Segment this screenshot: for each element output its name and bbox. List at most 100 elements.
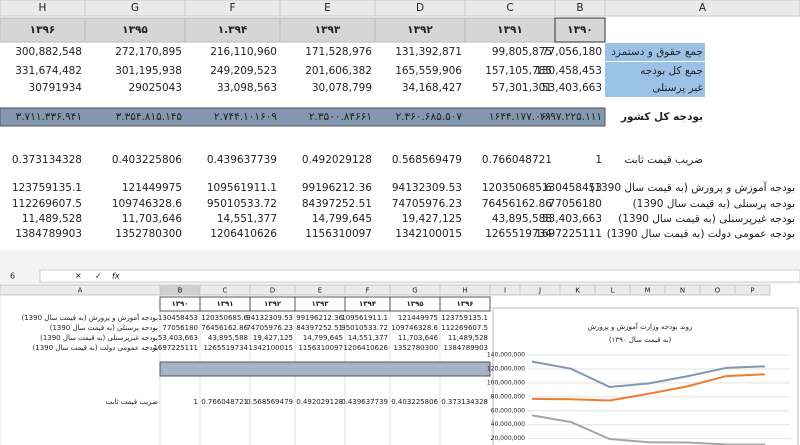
y-tick-label: 60,000,000: [491, 407, 526, 414]
cell-value: 0.568569479: [246, 398, 293, 406]
cell-value: 0.568569479: [392, 154, 462, 166]
column-letter: O: [715, 287, 721, 295]
cell-value: 95010533.72: [341, 324, 388, 332]
cell-value: 14,799,645: [303, 334, 343, 342]
cell-value: 112269607.5: [441, 324, 488, 332]
column-letter: B: [178, 287, 183, 295]
total-row-bg: [159, 361, 491, 377]
cell-value: 130458453: [542, 182, 602, 194]
cell-value: 216,110,960: [210, 46, 277, 58]
cell-value: 123759135.1: [441, 314, 488, 322]
row-label: بودجه غیرپرسنلی (به قیمت سال 1390): [40, 334, 158, 342]
column-letter: L: [611, 287, 615, 295]
cell-value: 53,403,663: [158, 334, 198, 342]
year-label: ۱۳۹۵: [406, 300, 424, 308]
name-box: 6: [10, 272, 15, 281]
column-letter: A: [699, 2, 707, 14]
cell-value: 120350685.6: [482, 182, 552, 194]
cell-value: 0.439637739: [207, 154, 277, 166]
cell-value: ۲.۳۶۰.۶۸۵.۵۰۷: [396, 111, 463, 123]
cell-value: 94132309.53: [392, 182, 462, 194]
cell-value: 0.766048721: [201, 398, 248, 406]
year-cell: [0, 17, 86, 43]
cell-value: 11,703,646: [122, 213, 182, 225]
cell-value: 14,799,645: [312, 213, 372, 225]
cell-value: 1265519734: [485, 228, 552, 240]
chart-subtitle: (به قیمت سال ۱۳۹۰): [609, 336, 672, 344]
label-highlight: [605, 62, 705, 80]
cell-value: 1265519734: [203, 344, 248, 352]
column-letter: F: [229, 2, 235, 14]
column-letter: K: [575, 287, 580, 295]
row-label: غیر پرسنلی: [652, 82, 703, 94]
series-line: [531, 360, 766, 388]
cell-value: 0.439637739: [341, 398, 388, 406]
cell-value: 1156310097: [305, 228, 372, 240]
cell-value: 157,105,785: [485, 65, 552, 77]
cell-value: 99196212.36: [296, 314, 343, 322]
column-letter: B: [576, 2, 583, 14]
chart-title: روند بودجه وزارت آموزش و پرورش: [588, 322, 693, 331]
cell-value: 1352780300: [393, 344, 438, 352]
cell-value: 53,403,663: [542, 82, 602, 94]
year-label: ۱۳۹۶: [456, 300, 473, 308]
cell-value: 300,882,548: [15, 46, 82, 58]
cell-value: 11,489,528: [448, 334, 488, 342]
cell-value: 331,674,482: [15, 65, 82, 77]
column-letter: H: [39, 2, 47, 14]
cell-value: 1352780300: [115, 228, 182, 240]
column-letter: J: [538, 287, 541, 295]
cell-value: 99,805,875: [492, 46, 552, 58]
year-label: ۱۳۹۰: [171, 300, 188, 308]
cell-value: 165,559,906: [395, 65, 462, 77]
cell-value: 57,301,301: [492, 82, 552, 94]
cell-value: 74705976.23: [392, 198, 462, 210]
column-letter: D: [270, 287, 275, 295]
cell-value: 131,392,871: [395, 46, 462, 58]
column-letter: M: [644, 287, 650, 295]
cell-value: ۲.۷۴۴.۱۰۱۶۰۹: [214, 111, 277, 123]
column-letter: I: [504, 287, 506, 295]
cell-value: 109561911.1: [341, 314, 388, 322]
cell-value: 112269607.5: [12, 198, 82, 210]
column-letter: D: [416, 2, 424, 14]
year-label: ۱.۳۹۴: [218, 24, 248, 36]
row-label: بودجه کل کشور: [620, 111, 703, 123]
cell-value: 121449975: [398, 314, 438, 322]
cell-value: 76456162.86: [482, 198, 552, 210]
row-label: بودجه پرسنلی (به قیمت سال 1390): [633, 198, 795, 210]
year-cell: [554, 17, 606, 43]
cell-value: 1697225111: [153, 344, 198, 352]
column-letter: A: [78, 287, 83, 295]
cell-value: 11,703,646: [398, 334, 439, 342]
cell-value: 95010533.72: [207, 198, 277, 210]
cell-value: 94132309.53: [246, 314, 293, 322]
formula-bar: [39, 269, 800, 283]
year-label: ۱۳۹۳: [311, 300, 329, 308]
cell-value: 77056180: [549, 198, 602, 210]
cell-value: 1156310097: [298, 344, 343, 352]
year-cell: [84, 17, 186, 43]
row-label: بودجه آموزش و پرورش (به قیمت سال 1390): [590, 181, 795, 194]
cell-value: 123759135.1: [12, 182, 82, 194]
row-label: بودجه عمومی دولت (به قیمت سال 1390): [607, 228, 795, 240]
row-label: بودجه غیرپرسنلی (به قیمت سال 1390): [618, 213, 795, 225]
enter-icon: ✓: [95, 272, 102, 281]
cell-value: 1342100015: [248, 344, 293, 352]
column-letter: G: [412, 287, 417, 295]
cell-value: 76456162.86: [201, 324, 248, 332]
year-label: ۱۳۹۴: [359, 300, 377, 308]
year-cell: [279, 17, 376, 43]
cell-value: 272,170,895: [115, 46, 182, 58]
column-letter: F: [365, 287, 369, 295]
row-label: جمع حقوق و دستمزد: [611, 46, 703, 58]
row-label: بودجه پرسنلی (به قیمت سال 1390): [50, 324, 158, 332]
cell-value: 0.403225806: [112, 154, 182, 166]
column-letter: G: [131, 2, 139, 14]
year-cell: [464, 17, 556, 43]
column-header: [734, 284, 771, 296]
cell-value: ۱۶۹۷.۲۲۵.۱۱۱: [539, 111, 602, 123]
year-cell: [374, 17, 466, 43]
